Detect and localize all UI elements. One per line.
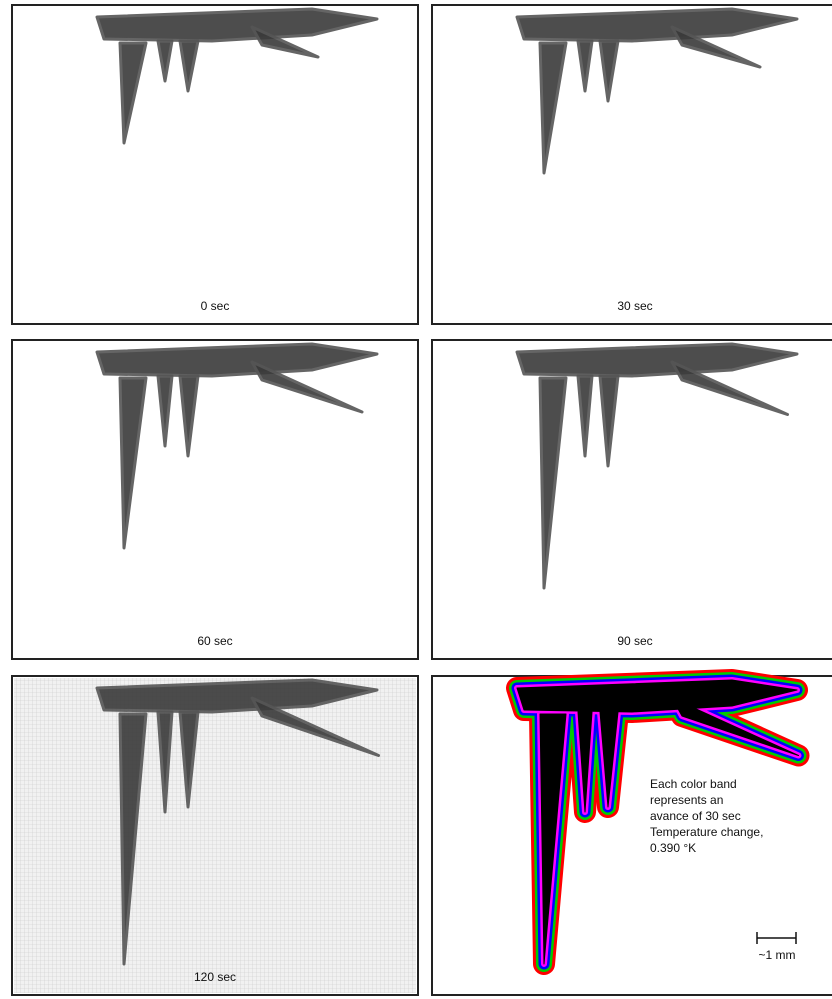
annotation-line: Temperature change, <box>650 825 763 839</box>
panel-label: 30 sec <box>617 299 652 313</box>
annotation-line: represents an <box>650 793 723 807</box>
figure: 0 sec 30 sec 60 sec 90 sec 120 sec Each color… <box>0 0 832 999</box>
panel-label: 60 sec <box>197 634 232 648</box>
annotation-line: Each color band <box>650 777 737 791</box>
panel-label: 120 sec <box>194 970 236 984</box>
panel: 90 sec <box>432 340 832 659</box>
panel-label: 90 sec <box>617 634 652 648</box>
melt-background <box>14 678 416 993</box>
panel-frame <box>12 5 418 324</box>
panel: 60 sec <box>12 340 418 659</box>
panel-label: 0 sec <box>201 299 230 313</box>
panel-frame <box>432 5 832 324</box>
annotation-line: avance of 30 sec <box>650 809 741 823</box>
panel: 120 sec <box>12 676 418 995</box>
panel: Each color band represents an avance of 30… <box>432 676 832 995</box>
annotation-line: 0.390 °K <box>650 841 696 855</box>
panel-frame <box>12 340 418 659</box>
panel-frame <box>432 340 832 659</box>
panel: 30 sec <box>432 5 832 324</box>
scale-label: ~1 mm <box>758 948 795 962</box>
panel: 0 sec <box>12 5 418 324</box>
